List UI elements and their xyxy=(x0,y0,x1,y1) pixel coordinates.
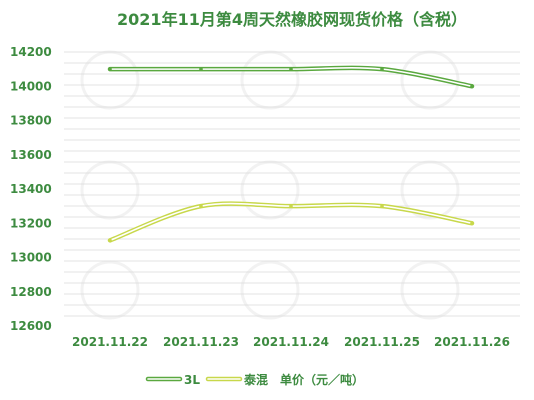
watermark-logo xyxy=(400,50,460,110)
y-axis: 12600 12800 13000 13200 13400 13600 13800 14000… xyxy=(10,45,52,333)
watermark-logo xyxy=(400,260,460,320)
data-point xyxy=(470,84,474,89)
x-tick-label: 2021.11.25 xyxy=(344,335,420,349)
watermark-logo xyxy=(80,160,140,220)
data-point xyxy=(289,67,293,71)
legend-unit-label: 单价（元／吨） xyxy=(280,372,364,387)
x-tick-label: 2021.11.26 xyxy=(434,335,510,349)
x-axis: 2021.11.22 2021.11.23 2021.11.24 2021.11.25… xyxy=(72,335,510,349)
watermark-logo xyxy=(240,260,300,320)
x-tick-label: 2021.11.22 xyxy=(72,335,148,349)
watermark-logo xyxy=(80,260,140,320)
watermark-logo xyxy=(240,50,300,110)
data-point xyxy=(380,67,384,71)
y-tick-label: 13800 xyxy=(10,114,52,128)
y-tick-label: 12800 xyxy=(10,285,52,299)
x-tick-label: 2021.11.24 xyxy=(253,335,329,349)
y-tick-label: 14200 xyxy=(10,45,52,59)
legend-label: 3L xyxy=(184,373,200,387)
y-tick-label: 13200 xyxy=(10,216,52,230)
y-tick-label: 12600 xyxy=(10,319,52,333)
watermark-logo xyxy=(80,50,140,110)
data-point xyxy=(380,204,384,208)
chart-title: 2021年11月第4周天然橡胶网现货价格（含税） xyxy=(117,10,467,29)
data-point xyxy=(199,204,203,208)
y-tick-label: 13000 xyxy=(10,251,52,265)
data-point xyxy=(470,221,474,226)
data-point xyxy=(199,67,203,71)
y-tick-label: 13400 xyxy=(10,182,52,196)
watermark-logo xyxy=(240,160,300,220)
watermark-logo xyxy=(400,160,460,220)
x-tick-label: 2021.11.23 xyxy=(163,335,239,349)
data-point xyxy=(108,67,112,71)
y-tick-label: 14000 xyxy=(10,79,52,93)
watermark xyxy=(80,50,460,320)
data-point xyxy=(108,238,112,243)
data-point xyxy=(289,204,293,208)
legend: 3L 泰混 单价（元／吨） xyxy=(145,372,364,387)
legend-label: 泰混 xyxy=(243,372,268,387)
grid xyxy=(64,51,520,317)
y-tick-label: 13600 xyxy=(10,148,52,162)
series-layer xyxy=(107,65,475,243)
